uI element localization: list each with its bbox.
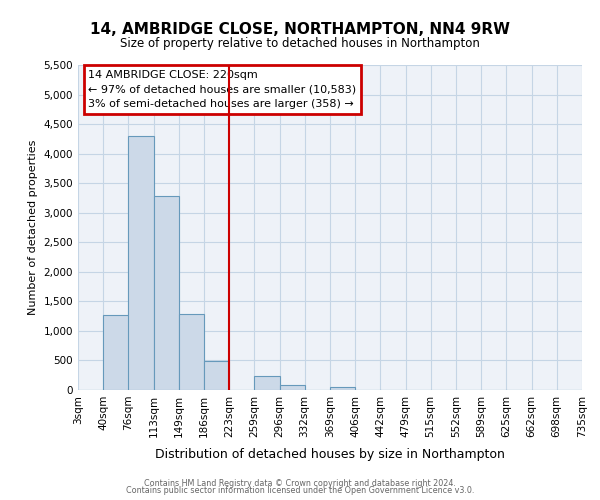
Bar <box>128 136 154 390</box>
Bar <box>330 387 355 390</box>
X-axis label: Distribution of detached houses by size in Northampton: Distribution of detached houses by size … <box>155 448 505 461</box>
Bar <box>254 376 280 390</box>
Bar <box>103 315 129 390</box>
Text: Contains HM Land Registry data © Crown copyright and database right 2024.: Contains HM Land Registry data © Crown c… <box>144 478 456 488</box>
Text: 14 AMBRIDGE CLOSE: 220sqm
← 97% of detached houses are smaller (10,583)
3% of se: 14 AMBRIDGE CLOSE: 220sqm ← 97% of detac… <box>88 70 356 110</box>
Y-axis label: Number of detached properties: Number of detached properties <box>28 140 38 315</box>
Bar <box>154 196 179 390</box>
Bar <box>280 386 305 390</box>
Text: Contains public sector information licensed under the Open Government Licence v3: Contains public sector information licen… <box>126 486 474 495</box>
Text: Size of property relative to detached houses in Northampton: Size of property relative to detached ho… <box>120 38 480 51</box>
Bar <box>179 314 204 390</box>
Text: 14, AMBRIDGE CLOSE, NORTHAMPTON, NN4 9RW: 14, AMBRIDGE CLOSE, NORTHAMPTON, NN4 9RW <box>90 22 510 38</box>
Bar <box>204 361 229 390</box>
